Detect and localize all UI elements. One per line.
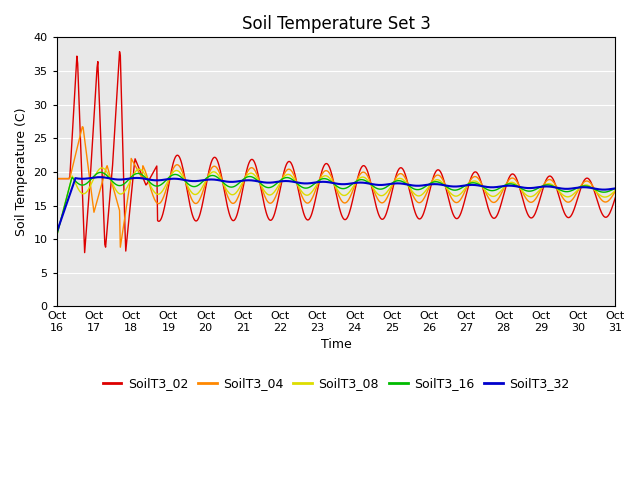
- SoilT3_08: [98, 165, 106, 171]
- SoilT3_08: [561, 193, 569, 199]
- SoilT3_02: [612, 195, 620, 201]
- SoilT3_16: [561, 189, 569, 194]
- SoilT3_04: [53, 176, 61, 181]
- SoilT3_04: [79, 124, 86, 130]
- SoilT3_02: [116, 49, 124, 55]
- SoilT3_16: [97, 169, 105, 175]
- Title: Soil Temperature Set 3: Soil Temperature Set 3: [242, 15, 431, 33]
- SoilT3_08: [612, 188, 620, 193]
- SoilT3_32: [561, 186, 569, 192]
- SoilT3_04: [201, 182, 209, 188]
- X-axis label: Time: Time: [321, 338, 351, 351]
- Line: SoilT3_02: SoilT3_02: [57, 52, 616, 252]
- SoilT3_08: [200, 181, 208, 187]
- SoilT3_16: [176, 173, 184, 179]
- SoilT3_16: [612, 186, 620, 192]
- SoilT3_02: [329, 176, 337, 182]
- SoilT3_02: [562, 213, 570, 218]
- SoilT3_02: [53, 176, 61, 181]
- SoilT3_32: [383, 181, 390, 187]
- SoilT3_32: [200, 177, 208, 183]
- SoilT3_32: [53, 229, 61, 235]
- SoilT3_32: [328, 180, 336, 186]
- Line: SoilT3_32: SoilT3_32: [57, 177, 616, 232]
- Text: TW_met: TW_met: [0, 479, 1, 480]
- SoilT3_32: [612, 185, 620, 191]
- SoilT3_32: [95, 174, 103, 180]
- SoilT3_02: [177, 158, 185, 164]
- SoilT3_16: [383, 184, 390, 190]
- SoilT3_04: [383, 194, 391, 200]
- SoilT3_16: [438, 180, 445, 186]
- SoilT3_32: [438, 182, 445, 188]
- SoilT3_16: [200, 177, 208, 183]
- Line: SoilT3_04: SoilT3_04: [57, 127, 616, 247]
- Line: SoilT3_16: SoilT3_16: [57, 172, 616, 236]
- SoilT3_08: [176, 170, 184, 176]
- SoilT3_04: [177, 166, 185, 171]
- SoilT3_08: [53, 233, 61, 239]
- SoilT3_04: [612, 188, 620, 194]
- Y-axis label: Soil Temperature (C): Soil Temperature (C): [15, 108, 28, 236]
- Line: SoilT3_08: SoilT3_08: [57, 168, 616, 236]
- SoilT3_16: [53, 233, 61, 239]
- SoilT3_04: [438, 176, 446, 182]
- SoilT3_04: [116, 244, 124, 250]
- SoilT3_08: [383, 190, 390, 195]
- SoilT3_02: [438, 173, 446, 179]
- Legend: SoilT3_02, SoilT3_04, SoilT3_08, SoilT3_16, SoilT3_32: SoilT3_02, SoilT3_04, SoilT3_08, SoilT3_…: [98, 372, 575, 395]
- SoilT3_08: [438, 179, 445, 185]
- SoilT3_04: [562, 198, 570, 204]
- SoilT3_02: [81, 250, 88, 255]
- SoilT3_02: [383, 208, 391, 214]
- SoilT3_16: [328, 180, 336, 185]
- SoilT3_32: [176, 176, 184, 182]
- SoilT3_08: [328, 179, 336, 184]
- SoilT3_04: [329, 178, 337, 183]
- SoilT3_02: [201, 189, 209, 194]
